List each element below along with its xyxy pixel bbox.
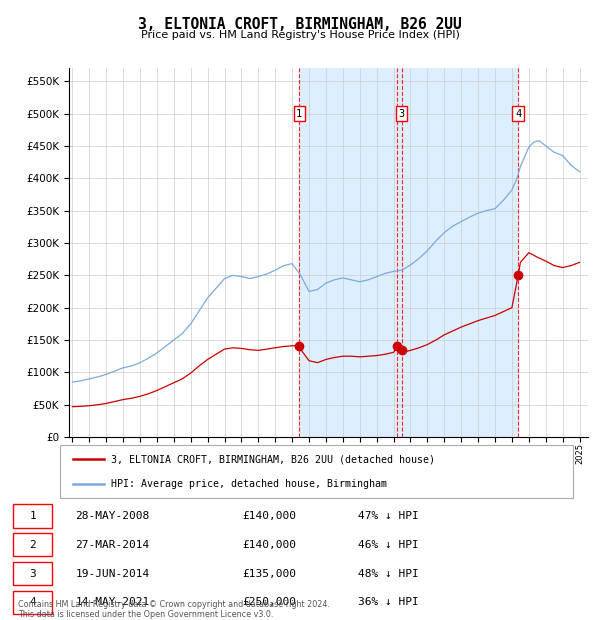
- Text: 36% ↓ HPI: 36% ↓ HPI: [358, 598, 418, 608]
- Text: £140,000: £140,000: [242, 540, 296, 550]
- Text: 1: 1: [296, 108, 302, 118]
- FancyBboxPatch shape: [13, 533, 52, 556]
- Text: £135,000: £135,000: [242, 569, 296, 578]
- Text: 19-JUN-2014: 19-JUN-2014: [76, 569, 149, 578]
- Text: £250,000: £250,000: [242, 598, 296, 608]
- Text: 3, ELTONIA CROFT, BIRMINGHAM, B26 2UU (detached house): 3, ELTONIA CROFT, BIRMINGHAM, B26 2UU (d…: [112, 454, 436, 464]
- Text: 14-MAY-2021: 14-MAY-2021: [76, 598, 149, 608]
- Text: 47% ↓ HPI: 47% ↓ HPI: [358, 511, 418, 521]
- Text: £140,000: £140,000: [242, 511, 296, 521]
- FancyBboxPatch shape: [60, 445, 573, 498]
- Text: Contains HM Land Registry data © Crown copyright and database right 2024.
This d: Contains HM Land Registry data © Crown c…: [18, 600, 330, 619]
- Text: 3, ELTONIA CROFT, BIRMINGHAM, B26 2UU: 3, ELTONIA CROFT, BIRMINGHAM, B26 2UU: [138, 17, 462, 32]
- Text: 3: 3: [398, 108, 404, 118]
- Text: 28-MAY-2008: 28-MAY-2008: [76, 511, 149, 521]
- FancyBboxPatch shape: [13, 562, 52, 585]
- Text: 2: 2: [29, 540, 36, 550]
- FancyBboxPatch shape: [13, 505, 52, 528]
- Text: Price paid vs. HM Land Registry's House Price Index (HPI): Price paid vs. HM Land Registry's House …: [140, 30, 460, 40]
- Bar: [299, 68, 518, 437]
- Text: 1: 1: [29, 511, 36, 521]
- Text: 46% ↓ HPI: 46% ↓ HPI: [358, 540, 418, 550]
- FancyBboxPatch shape: [13, 591, 52, 614]
- Text: 27-MAR-2014: 27-MAR-2014: [76, 540, 149, 550]
- Text: 48% ↓ HPI: 48% ↓ HPI: [358, 569, 418, 578]
- Text: 4: 4: [515, 108, 521, 118]
- Text: 3: 3: [29, 569, 36, 578]
- Text: 4: 4: [29, 598, 36, 608]
- Text: HPI: Average price, detached house, Birmingham: HPI: Average price, detached house, Birm…: [112, 479, 388, 489]
